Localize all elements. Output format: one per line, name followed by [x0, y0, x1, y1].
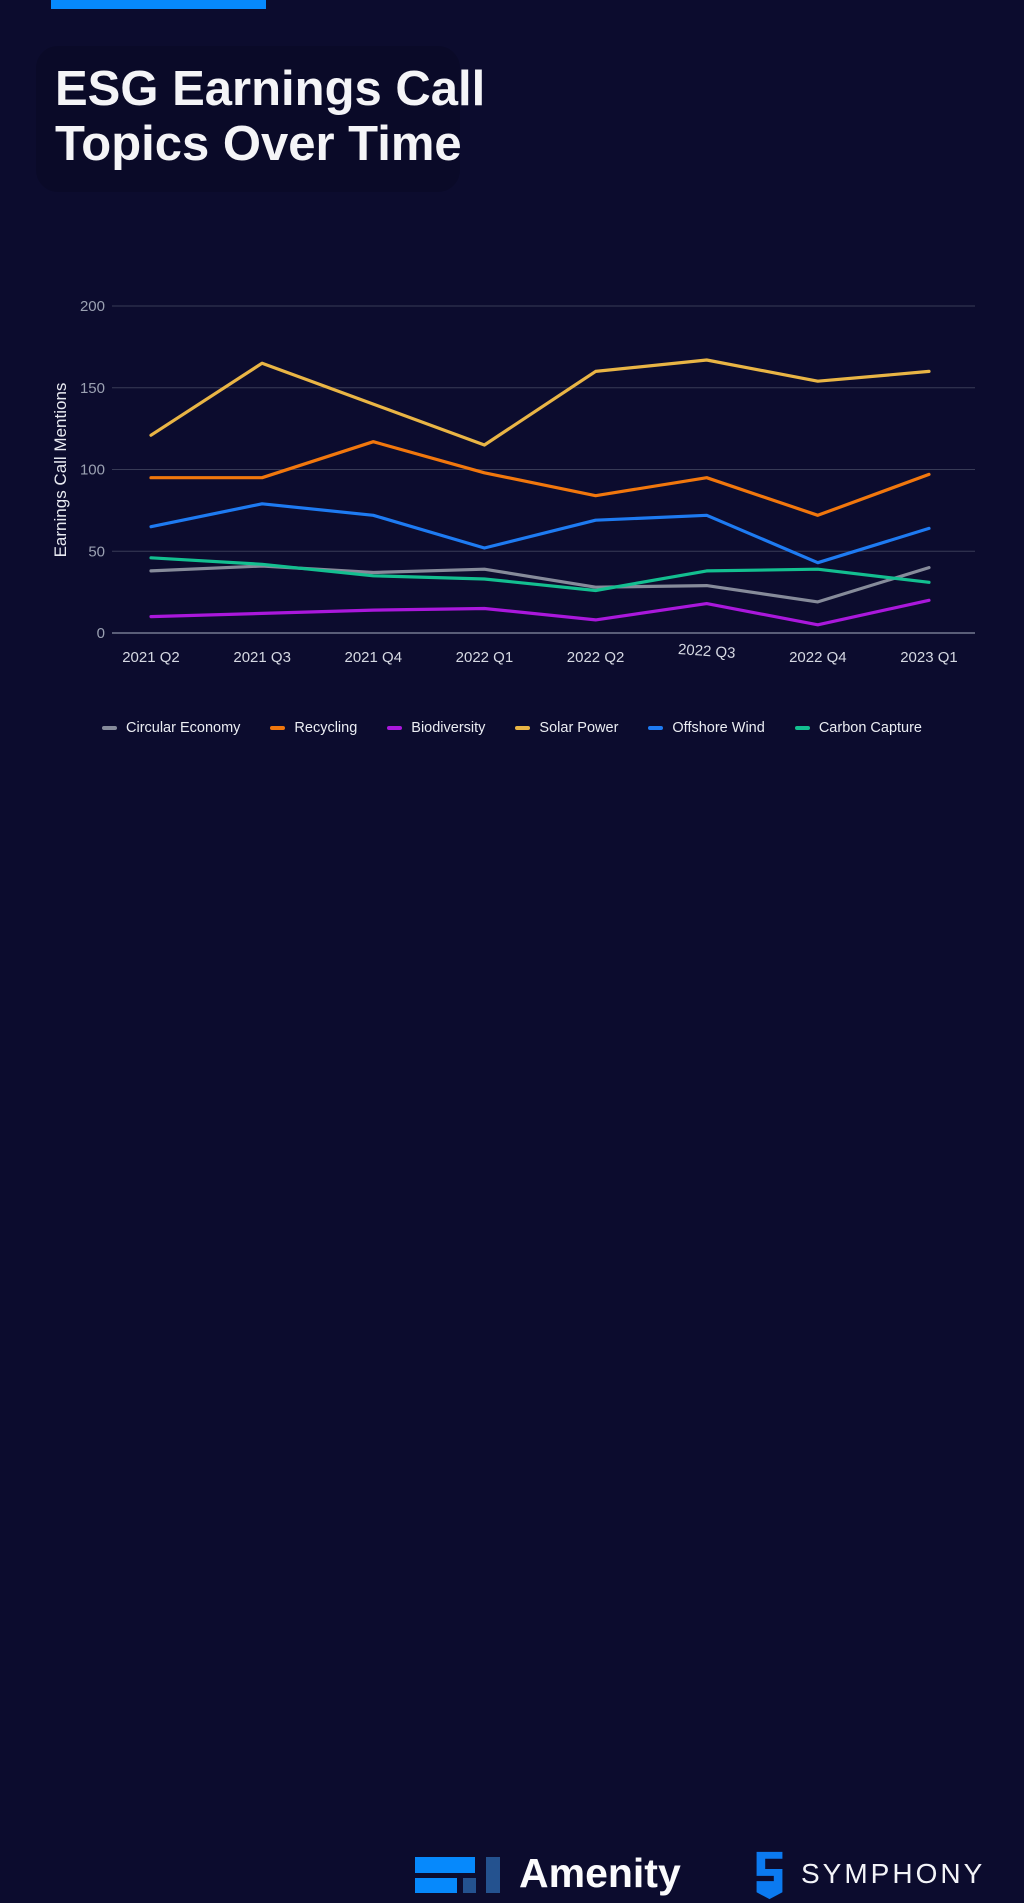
line-offshore-wind — [149, 502, 931, 565]
legend-dash-icon — [270, 726, 286, 730]
amenity-wordmark: Amenity — [519, 1850, 681, 1896]
legend-dash-icon — [387, 726, 403, 730]
legend-dash-icon — [515, 726, 531, 730]
x-tick-label-6: 2022 Q3 — [677, 641, 736, 662]
amenity-logo-bar-bottom — [415, 1878, 457, 1893]
legend-label: Carbon Capture — [818, 720, 922, 736]
y-tick-label-200: 200 — [80, 298, 105, 315]
symphony-wordmark: SYMPHONY — [801, 1858, 986, 1889]
x-tick-label-8: 2023 Q1 — [900, 649, 958, 666]
legend-dash-icon — [794, 726, 810, 730]
amenity-logo-bar-top — [415, 1857, 475, 1873]
x-tick-label-3: 2021 Q4 — [345, 649, 403, 666]
x-tick-label-2: 2021 Q3 — [233, 649, 291, 666]
symphony-s-icon — [756, 1851, 783, 1900]
y-tick-label-100: 100 — [80, 462, 105, 479]
legend-item-solar-power: Solar Power — [515, 720, 618, 736]
legend-item-offshore-wind: Offshore Wind — [648, 720, 765, 736]
chart-legend: Circular Economy Recycling Biodiversity Sol… — [0, 720, 1024, 736]
page-title: ESG Earnings Call Topics Over Time — [55, 62, 485, 172]
legend-label: Recycling — [294, 720, 358, 736]
x-tick-label-5: 2022 Q2 — [567, 649, 625, 666]
y-tick-label-50: 50 — [88, 543, 105, 560]
legend-label: Circular Economy — [126, 720, 241, 736]
line-chart: 0 50 100 150 200 Earnings Call Mentions 2021 Q… — [0, 280, 1024, 680]
legend-item-recycling: Recycling — [270, 720, 357, 736]
title-backdrop — [36, 46, 460, 192]
y-tick-label-0: 0 — [97, 625, 105, 642]
y-axis-title: Earnings Call Mentions — [51, 383, 70, 558]
x-tick-label-4: 2022 Q1 — [456, 649, 514, 666]
line-carbon-capture — [149, 556, 931, 593]
footer: Amenity SYMPHONY — [0, 920, 1024, 1900]
legend-label: Offshore Wind — [672, 720, 765, 736]
legend-dash-icon — [648, 726, 664, 730]
legend-label: Solar Power — [539, 720, 619, 736]
legend-dash-icon — [102, 726, 117, 730]
legend-item-circular-economy: Circular Economy — [102, 720, 240, 736]
legend-item-biodiversity: Biodiversity — [387, 720, 485, 736]
page-title-line2: Topics Over Time — [55, 117, 462, 171]
x-tick-label-7: 2022 Q4 — [789, 649, 847, 666]
x-tick-label-1: 2021 Q2 — [122, 649, 180, 666]
y-tick-label-150: 150 — [80, 380, 105, 397]
accent-bar — [51, 0, 266, 9]
amenity-logo-bar-tall — [486, 1857, 500, 1893]
amenity-logo-square — [463, 1878, 476, 1893]
line-biodiversity — [149, 598, 931, 627]
amenity-logo-icon — [415, 1857, 500, 1893]
page-title-line1: ESG Earnings Call — [55, 62, 486, 116]
legend-item-carbon-capture: Carbon Capture — [794, 720, 922, 736]
line-chart-svg: 0 50 100 150 200 Earnings Call Mentions 2021 Q… — [51, 298, 975, 666]
line-solar-power — [149, 358, 931, 447]
line-recycling — [149, 440, 931, 517]
legend-label: Biodiversity — [411, 720, 486, 736]
